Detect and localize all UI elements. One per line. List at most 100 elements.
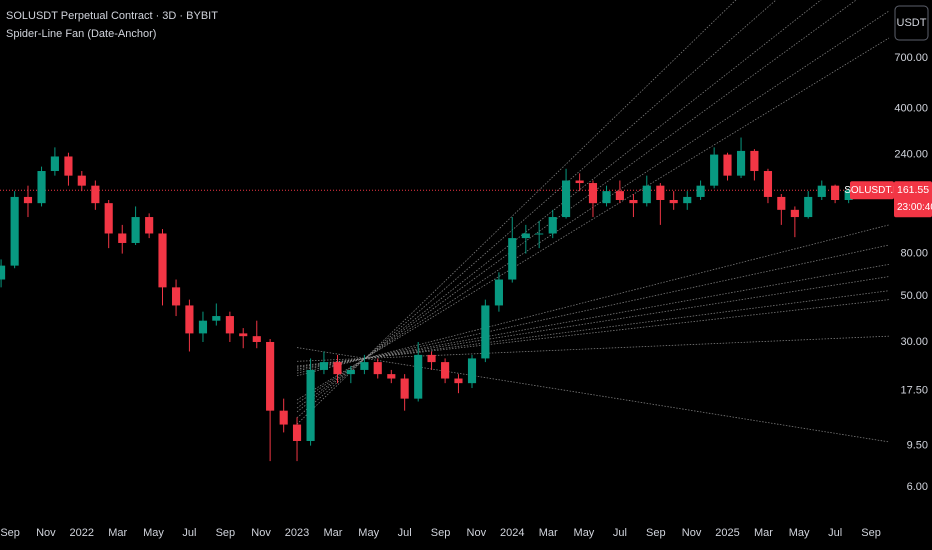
candle-body [723, 154, 732, 176]
candle-body [77, 175, 86, 186]
x-tick-label: Mar [108, 527, 127, 539]
x-tick-label: May [574, 527, 595, 539]
plot-area [0, 0, 890, 462]
fan-line [296, 276, 889, 370]
candle-body [37, 171, 46, 204]
candle-body [750, 150, 759, 172]
x-tick-label: Nov [36, 527, 56, 539]
candle-body [817, 185, 826, 197]
candle-body [656, 185, 665, 200]
x-tick-label: Nov [251, 527, 271, 539]
y-tick-label: 50.00 [900, 290, 928, 302]
candle-body [736, 150, 746, 176]
candle-body [333, 362, 342, 375]
candle-body [145, 217, 154, 234]
candle-body [373, 362, 382, 375]
x-tick-label: Nov [682, 527, 702, 539]
x-tick-label: Jul [398, 527, 412, 539]
candle-body [414, 354, 423, 399]
candle-body [427, 354, 436, 363]
y-tick-label: 6.00 [907, 481, 928, 493]
candle-body [481, 305, 490, 359]
candle-body [669, 199, 678, 204]
candle-body [683, 196, 692, 204]
y-tick-label: 700.00 [894, 52, 928, 64]
candle-body [198, 320, 208, 334]
candle-body [185, 305, 194, 334]
candle-body [710, 154, 719, 186]
y-tick-label: 240.00 [894, 148, 928, 160]
candle-body [454, 378, 463, 384]
x-tick-label: Sep [431, 527, 451, 539]
candle-body [10, 196, 19, 266]
candle-body [777, 196, 786, 210]
y-tick-label: 30.00 [900, 336, 928, 348]
candle-body [50, 156, 59, 172]
fan-line [296, 244, 890, 374]
x-tick-label: 2024 [500, 527, 524, 539]
candle-body [763, 171, 773, 197]
x-tick-label: Mar [323, 527, 342, 539]
x-tick-label: Sep [861, 527, 881, 539]
price-tag-label: 161.55 [897, 184, 929, 196]
candle-body [494, 279, 503, 306]
price-tag [894, 181, 932, 218]
candle-body [225, 316, 234, 334]
x-tick-label: Sep [0, 527, 20, 539]
y-tick-label: 400.00 [894, 102, 928, 114]
candle-body [400, 378, 409, 399]
candle-body [279, 410, 288, 425]
candle-body [535, 233, 544, 235]
fan-line [296, 0, 822, 413]
candle-body [629, 199, 638, 204]
candle-body [346, 369, 355, 375]
symbol-tag [850, 181, 894, 200]
candle-body [306, 369, 315, 441]
x-tick-label: 2023 [285, 527, 309, 539]
candle-body [696, 185, 705, 197]
candle-body [615, 191, 624, 200]
candle-body [467, 358, 477, 384]
fan-line [296, 0, 737, 425]
x-tick-label: Sep [216, 527, 236, 539]
candle-body [118, 233, 127, 243]
candle-body [521, 233, 530, 239]
currency-button[interactable] [894, 5, 929, 41]
x-tick-label: May [143, 527, 164, 539]
fan-line [296, 299, 889, 367]
candle-body [804, 196, 813, 218]
x-tick-label: Mar [754, 527, 773, 539]
candle-body [562, 180, 571, 218]
y-tick-label: 17.50 [900, 384, 928, 396]
indicator-name: Spider-Line Fan (Date-Anchor) [6, 28, 156, 40]
x-tick-label: May [789, 527, 810, 539]
x-tick-label: Mar [539, 527, 558, 539]
candle-body [360, 362, 369, 370]
candle-body [602, 191, 611, 204]
candle-body [508, 238, 517, 280]
candle-body [292, 424, 302, 441]
candle-body [252, 336, 261, 342]
candle-body [790, 209, 799, 218]
candle-body [131, 217, 140, 243]
x-tick-label: Jul [613, 527, 627, 539]
candle-body [319, 362, 328, 370]
y-tick-label: 80.00 [900, 247, 928, 259]
candle-body [158, 233, 167, 288]
x-tick-label: Sep [646, 527, 666, 539]
currency-button-label[interactable]: USDT [897, 17, 927, 29]
candle-body [171, 287, 181, 306]
x-tick-label: Jul [828, 527, 842, 539]
candle-body [441, 362, 450, 379]
candle-body [642, 185, 651, 204]
countdown-label: 23:00:40 [897, 202, 932, 213]
candle-body [23, 196, 33, 204]
candle-body [239, 333, 248, 337]
candle-body [104, 203, 113, 234]
x-tick-label: 2025 [715, 527, 739, 539]
symbol-tag-label: SOLUSDT.P [844, 185, 900, 196]
candle-body [588, 183, 598, 204]
candle-body [0, 265, 6, 280]
candle-body [212, 316, 221, 321]
